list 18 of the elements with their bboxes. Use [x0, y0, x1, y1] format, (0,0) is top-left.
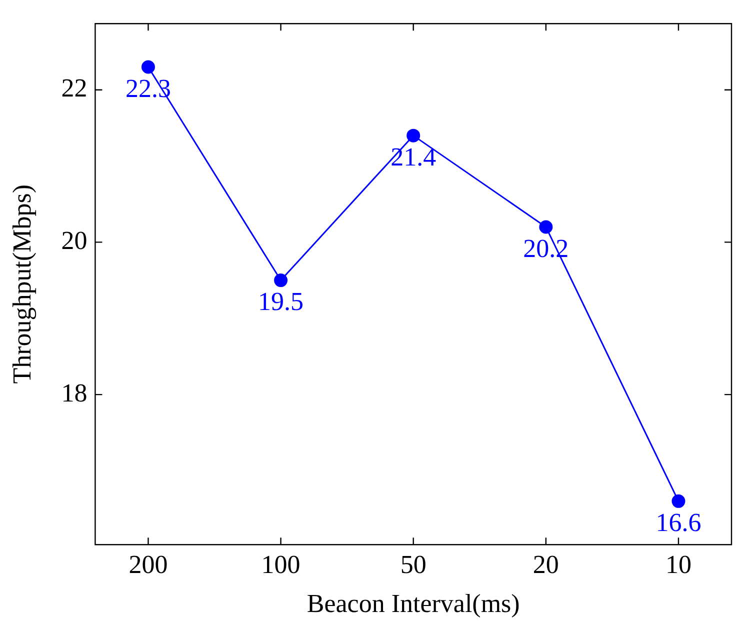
data-label: 16.6 [656, 508, 702, 538]
y-tick-label: 22 [61, 74, 88, 103]
point [406, 128, 420, 142]
x-tick-label: 100 [261, 550, 300, 580]
x-axis-title: Beacon Interval(ms) [306, 589, 520, 618]
point [672, 494, 686, 508]
point [274, 274, 288, 288]
x-tick-label: 20 [532, 550, 559, 580]
x-tick-label: 50 [400, 550, 426, 580]
data-label: 21.4 [390, 142, 436, 172]
point [141, 60, 155, 74]
y-axis-title: Throughput(Mbps) [7, 184, 36, 384]
y-tick-label: 18 [61, 378, 88, 408]
data-label: 19.5 [258, 287, 304, 316]
x-tick-label: 200 [128, 550, 168, 580]
point [539, 220, 553, 234]
x-tick-label: 10 [665, 550, 692, 580]
y-tick-label: 20 [61, 226, 88, 256]
